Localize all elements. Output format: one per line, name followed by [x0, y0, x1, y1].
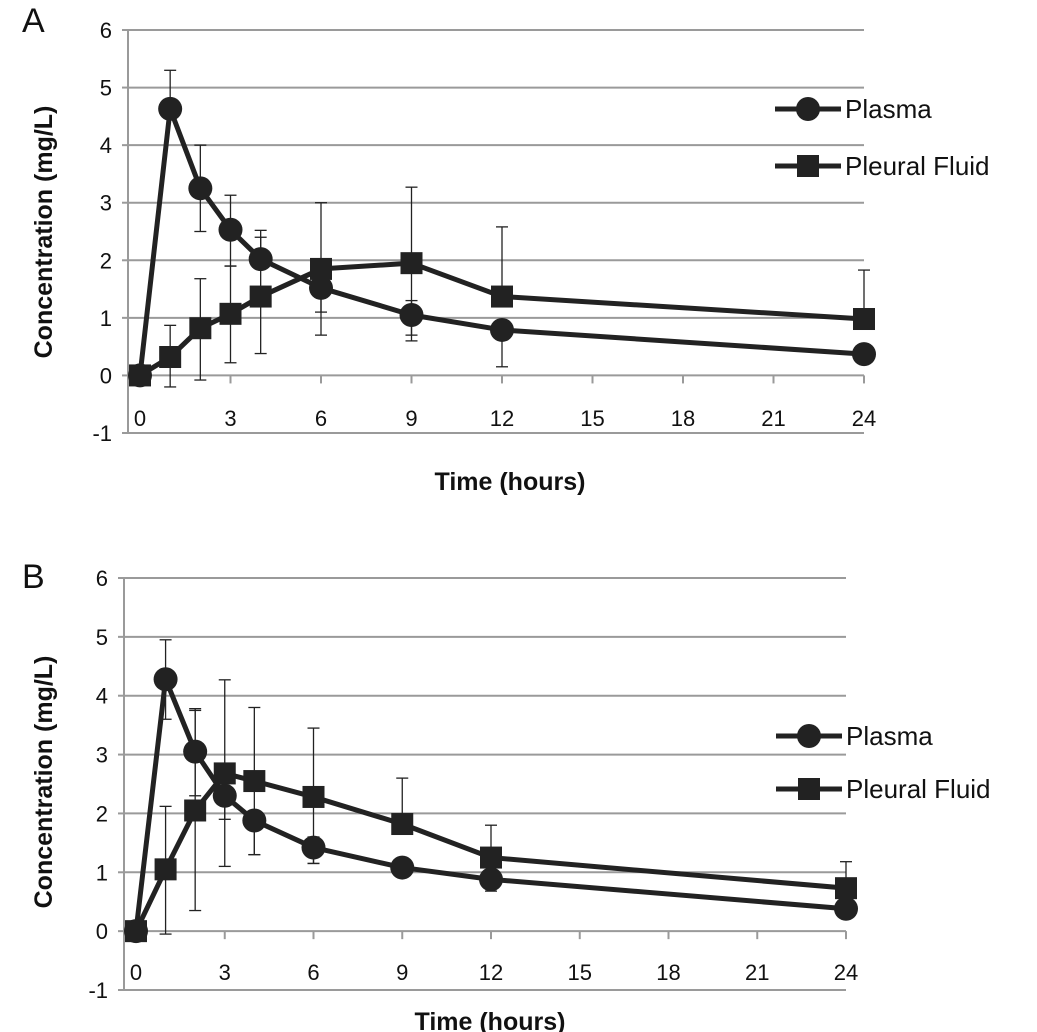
x-tick-label: 3 [219, 960, 231, 985]
y-tick-label: 2 [100, 248, 112, 273]
x-tick-label: 24 [834, 960, 858, 985]
legend-entry: Plasma [776, 721, 933, 751]
y-axis-title: Concentration (mg/L) [30, 106, 58, 359]
y-axis-title: Concentration (mg/L) [30, 656, 58, 909]
legend-marker [798, 778, 820, 800]
legend-marker [797, 724, 821, 748]
data-point [184, 799, 207, 822]
y-tick-label: 1 [100, 306, 112, 331]
x-tick-label: 18 [656, 960, 680, 985]
y-tick-label: 0 [96, 919, 108, 944]
y-tick-label: 3 [100, 191, 112, 216]
data-point [158, 96, 183, 121]
legend-marker [797, 155, 819, 177]
legend-label: Pleural Fluid [845, 151, 990, 181]
x-tick-label: 9 [405, 406, 417, 431]
legend-marker [796, 97, 820, 121]
x-tick-label: 12 [490, 406, 514, 431]
y-tick-label: 5 [100, 76, 112, 101]
data-point [153, 667, 178, 692]
y-tick-label: -1 [88, 978, 108, 1003]
series-square [129, 186, 875, 388]
data-point [479, 867, 503, 892]
data-point [219, 302, 242, 325]
data-point [310, 257, 332, 280]
panel-label: A [22, 2, 45, 40]
x-tick-label: 15 [580, 406, 604, 431]
data-point [391, 813, 414, 836]
x-tick-label: 0 [134, 406, 146, 431]
legend-label: Pleural Fluid [846, 774, 991, 804]
data-point [189, 317, 212, 340]
data-point [213, 762, 236, 785]
data-point [400, 252, 423, 275]
y-tick-label: 4 [100, 133, 112, 158]
series-line [133, 676, 847, 932]
data-point [154, 858, 177, 881]
series-square [125, 679, 857, 943]
x-axis-title: Time (hours) [435, 468, 586, 496]
y-tick-label: -1 [92, 421, 112, 446]
data-point [249, 285, 272, 308]
x-tick-label: 3 [224, 406, 236, 431]
x-tick-label: 6 [307, 960, 319, 985]
data-point [480, 846, 502, 869]
data-point [490, 317, 514, 342]
y-tick-label: 5 [96, 625, 108, 650]
legend-label: Plasma [846, 721, 933, 751]
data-point [188, 176, 213, 201]
x-tick-label: 12 [479, 960, 503, 985]
y-tick-label: 3 [96, 743, 108, 768]
data-point [243, 770, 266, 793]
data-point [491, 285, 513, 308]
legend-entry: Pleural Fluid [775, 151, 990, 181]
x-tick-label: 15 [568, 960, 592, 985]
data-point [302, 785, 325, 808]
y-tick-label: 0 [100, 363, 112, 388]
x-tick-label: 21 [761, 406, 785, 431]
series-circle [124, 639, 858, 944]
data-point [834, 896, 858, 921]
y-tick-label: 1 [96, 860, 108, 885]
data-point [218, 217, 243, 242]
legend-label: Plasma [845, 94, 932, 124]
x-axis-title: Time (hours) [415, 1008, 566, 1032]
y-tick-label: 4 [96, 684, 108, 709]
data-point [125, 920, 147, 943]
y-tick-label: 2 [96, 801, 108, 826]
data-point [159, 346, 182, 369]
x-tick-label: 0 [130, 960, 142, 985]
y-tick-label: 6 [96, 566, 108, 591]
data-point [853, 308, 875, 331]
y-tick-label: 6 [100, 18, 112, 43]
legend-entry: Plasma [775, 94, 932, 124]
x-tick-label: 21 [745, 960, 769, 985]
x-tick-label: 24 [852, 406, 876, 431]
data-point [835, 877, 857, 900]
panel-label: B [22, 558, 45, 596]
legend-entry: Pleural Fluid [776, 774, 991, 804]
x-tick-label: 18 [671, 406, 695, 431]
data-point [390, 855, 415, 880]
x-tick-label: 9 [396, 960, 408, 985]
x-tick-label: 6 [315, 406, 327, 431]
data-point [852, 342, 876, 367]
data-point [129, 364, 151, 387]
